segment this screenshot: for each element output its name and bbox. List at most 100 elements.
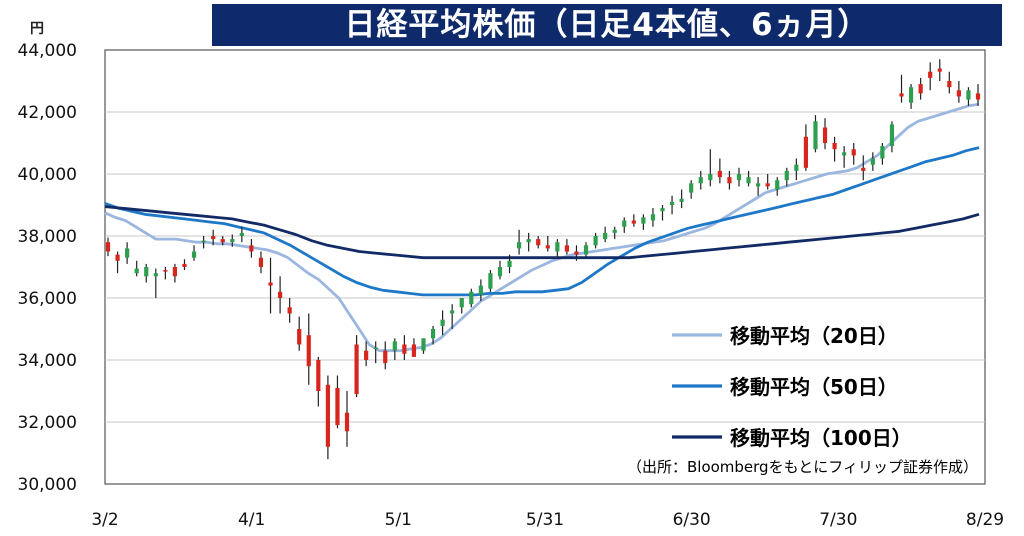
x-tick-label: 5/1	[385, 510, 412, 530]
x-tick-label: 4/1	[238, 510, 265, 530]
x-tick-labels: 3/2 4/1 5/1 5/31 6/30 7/30 8/29	[91, 510, 1004, 530]
candle	[402, 335, 407, 360]
candle	[698, 170, 703, 190]
y-tick-labels: 44,000 42,000 40,000 38,000 36,000 34,000 32,0…	[18, 41, 77, 495]
candle	[421, 338, 426, 354]
candle	[889, 121, 895, 153]
ma-line	[104, 205, 980, 260]
candle	[975, 84, 981, 106]
candle	[516, 229, 522, 255]
candle	[488, 270, 493, 292]
candle	[545, 236, 550, 252]
candle	[105, 237, 111, 257]
y-tick-label: 32,000	[18, 413, 77, 433]
x-tick-label: 8/29	[966, 510, 1004, 530]
legend-label: 移動平均（20日）	[730, 324, 898, 348]
y-axis-unit: 円	[30, 21, 44, 37]
y-tick-label: 34,000	[18, 351, 77, 371]
candle	[736, 167, 742, 187]
candle	[316, 356, 321, 407]
candle	[344, 391, 350, 447]
plot-area	[104, 49, 986, 485]
candle	[746, 170, 751, 187]
candle	[134, 260, 139, 277]
candle	[842, 146, 847, 168]
candle	[125, 242, 130, 264]
y-tick-label: 30,000	[18, 475, 77, 495]
ma-line	[104, 146, 980, 297]
candle	[813, 115, 818, 153]
y-tick-label: 36,000	[18, 289, 77, 309]
gridlines	[105, 111, 985, 423]
candle	[287, 298, 292, 323]
y-tick-label: 44,000	[18, 41, 77, 61]
candle	[373, 341, 378, 364]
candle	[622, 217, 627, 233]
candle	[325, 375, 330, 460]
x-tick-label: 5/31	[526, 510, 564, 530]
candle	[583, 242, 589, 258]
candle	[669, 195, 675, 215]
candle	[430, 325, 436, 345]
y-tick-label: 40,000	[18, 165, 77, 185]
candle	[918, 77, 923, 100]
candle	[708, 149, 713, 187]
candle	[603, 226, 608, 243]
candle	[249, 239, 254, 258]
candle	[526, 232, 531, 252]
candle	[851, 143, 856, 165]
candle	[450, 304, 455, 329]
y-tick-label: 38,000	[18, 227, 77, 247]
candle	[899, 74, 904, 103]
candle	[211, 229, 216, 246]
candle	[383, 341, 388, 370]
candle	[908, 84, 914, 109]
candle	[679, 189, 684, 209]
candle	[870, 152, 875, 171]
candle	[191, 245, 197, 261]
candle	[641, 214, 646, 230]
candle	[574, 245, 579, 261]
candle	[689, 180, 694, 199]
candlesticks	[105, 59, 981, 460]
candle	[880, 143, 885, 165]
candle	[354, 335, 359, 398]
candle	[239, 226, 244, 243]
candle	[459, 298, 464, 314]
candle	[832, 136, 837, 162]
moving-averages	[104, 102, 980, 353]
x-tick-label: 3/2	[91, 510, 118, 530]
candle	[297, 316, 302, 351]
candle	[364, 341, 369, 367]
y-tick-label: 42,000	[18, 103, 77, 123]
candle	[182, 259, 187, 271]
candle	[392, 338, 397, 360]
candle	[756, 177, 761, 196]
candle	[660, 205, 665, 221]
candle	[861, 155, 866, 181]
candle	[593, 232, 598, 249]
x-tick-label: 6/30	[673, 510, 711, 530]
candle	[440, 310, 445, 336]
candle	[144, 263, 149, 283]
candle	[966, 87, 971, 106]
candle	[115, 251, 120, 274]
chart-title: 日経平均株価（日足4本値、6ヵ月）	[212, 4, 1002, 46]
candle	[163, 267, 168, 280]
candle	[803, 124, 809, 171]
candle	[153, 268, 158, 298]
candle	[765, 174, 770, 190]
candle	[411, 338, 417, 357]
candle	[784, 167, 789, 187]
candle	[555, 239, 560, 258]
candle	[631, 214, 636, 227]
candle	[564, 239, 570, 255]
candle	[717, 158, 722, 184]
source-note: （出所：Bloombergをもとにフィリップ証券作成）	[627, 458, 978, 476]
candle	[650, 208, 656, 227]
legend-label: 移動平均（50日）	[730, 375, 898, 399]
candle	[306, 313, 311, 385]
candle	[201, 236, 206, 249]
